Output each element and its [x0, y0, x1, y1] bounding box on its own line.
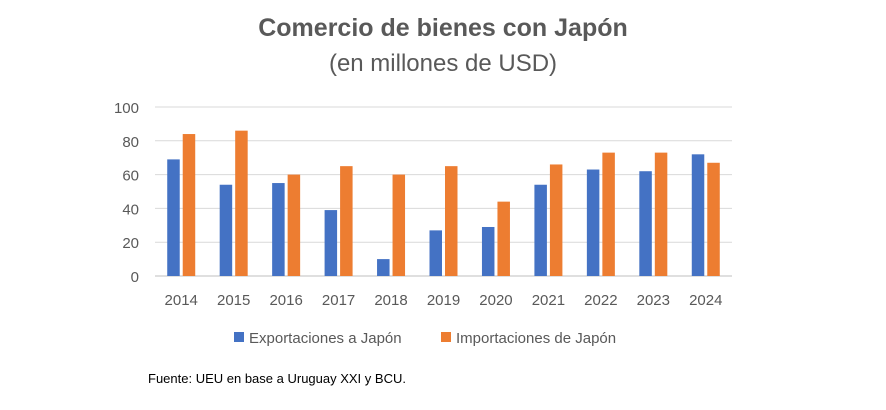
y-tick-label: 40	[122, 201, 139, 218]
bars	[167, 130, 720, 276]
bar-exportaciones	[272, 183, 285, 276]
bar-exportaciones	[639, 171, 652, 276]
bar-exportaciones	[691, 154, 705, 276]
x-tick-label: 2017	[322, 292, 355, 309]
legend-label-importaciones: Importaciones de Japón	[456, 330, 616, 347]
y-axis-ticks: 0 20 40 60 80 100	[114, 100, 139, 286]
bar-importaciones	[445, 166, 458, 276]
bar-exportaciones	[167, 159, 180, 276]
bar-importaciones	[497, 201, 510, 276]
bar-importaciones	[654, 152, 668, 276]
bar-exportaciones	[534, 184, 547, 276]
x-tick-label: 2024	[689, 292, 722, 309]
legend-swatch-importaciones	[441, 332, 451, 342]
bar-importaciones	[707, 162, 720, 276]
y-tick-label: 80	[122, 134, 139, 151]
bar-importaciones	[287, 174, 301, 276]
x-tick-label: 2014	[165, 292, 198, 309]
legend: Exportaciones a Japón Importaciones de Ja…	[234, 330, 616, 347]
bar-importaciones	[392, 174, 406, 276]
gridlines	[155, 106, 732, 277]
bar-exportaciones	[324, 210, 338, 276]
bar-importaciones	[182, 134, 196, 276]
chart-title: Comercio de bienes con Japón	[258, 14, 628, 42]
bar-exportaciones	[429, 230, 442, 276]
x-tick-label: 2016	[269, 292, 302, 309]
x-tick-label: 2019	[427, 292, 460, 309]
source-note: Fuente: UEU en base a Uruguay XXI y BCU.	[148, 371, 406, 386]
y-tick-label: 0	[131, 269, 139, 286]
x-tick-label: 2021	[532, 292, 565, 309]
x-tick-label: 2020	[479, 292, 512, 309]
legend-label-exportaciones: Exportaciones a Japón	[249, 330, 402, 347]
y-tick-label: 60	[122, 168, 139, 185]
bar-importaciones	[549, 164, 563, 276]
bar-exportaciones	[377, 259, 390, 276]
legend-swatch-exportaciones	[234, 332, 244, 342]
bar-exportaciones	[219, 184, 233, 276]
bar-exportaciones	[586, 169, 600, 276]
bar-importaciones	[340, 166, 353, 276]
bar-exportaciones	[481, 226, 495, 276]
bar-importaciones	[235, 130, 248, 276]
x-tick-label: 2022	[584, 292, 617, 309]
y-tick-label: 100	[114, 100, 139, 117]
x-tick-label: 2023	[637, 292, 670, 309]
chart-subtitle: (en millones de USD)	[328, 50, 558, 77]
x-tick-label: 2015	[217, 292, 250, 309]
bar-importaciones	[602, 152, 615, 276]
x-axis-ticks: 2014 2015 2016 2017 2018 2019 2020 2021 2022 2023…	[165, 292, 723, 309]
y-tick-label: 20	[122, 235, 139, 252]
x-tick-label: 2018	[374, 292, 407, 309]
